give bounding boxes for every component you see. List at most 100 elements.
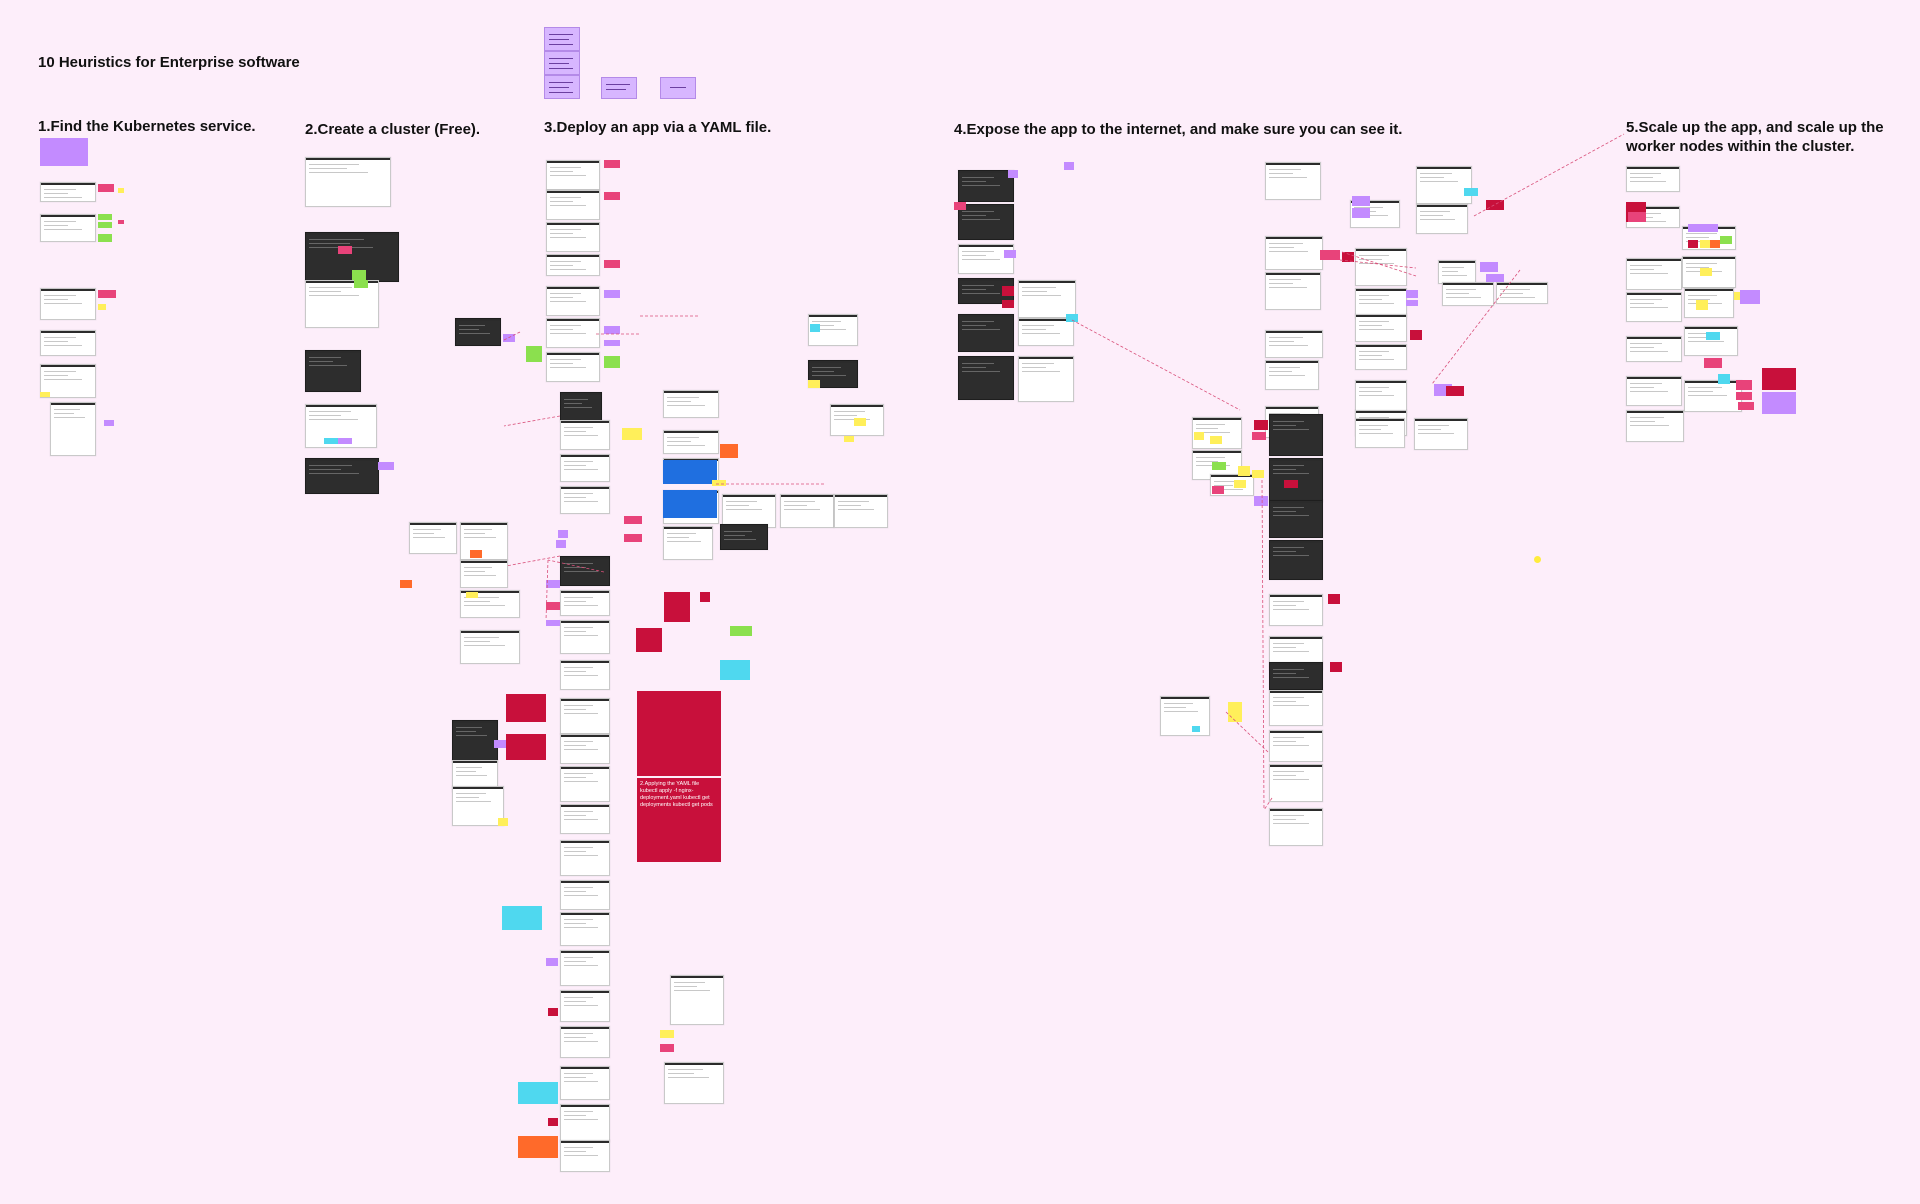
screenshot-thumbnail[interactable] xyxy=(560,1140,610,1172)
screenshot-thumbnail[interactable] xyxy=(560,556,610,586)
sticky-note[interactable] xyxy=(604,290,620,298)
screenshot-thumbnail[interactable] xyxy=(1269,594,1323,626)
sticky-note[interactable] xyxy=(1710,240,1720,248)
sticky-note[interactable] xyxy=(624,516,642,524)
wireframe-note[interactable] xyxy=(544,75,580,99)
sticky-note[interactable] xyxy=(1002,300,1014,308)
sticky-note[interactable] xyxy=(1628,212,1646,222)
screenshot-thumbnail[interactable] xyxy=(455,318,501,346)
screenshot-thumbnail[interactable] xyxy=(40,288,96,320)
screenshot-thumbnail[interactable] xyxy=(560,766,610,802)
sticky-note[interactable] xyxy=(1718,374,1730,384)
sticky-note[interactable] xyxy=(604,326,620,334)
sticky-note[interactable] xyxy=(470,550,482,558)
sticky-note[interactable] xyxy=(844,436,854,442)
sticky-note[interactable] xyxy=(40,138,88,166)
sticky-note[interactable] xyxy=(338,438,352,444)
screenshot-thumbnail[interactable] xyxy=(452,720,498,762)
screenshot-thumbnail[interactable] xyxy=(560,1104,610,1142)
screenshot-thumbnail[interactable] xyxy=(1626,166,1680,192)
screenshot-thumbnail[interactable] xyxy=(663,390,719,418)
screenshot-thumbnail[interactable] xyxy=(40,214,96,242)
screenshot-thumbnail[interactable] xyxy=(1355,418,1405,448)
sticky-note[interactable] xyxy=(730,626,752,636)
screenshot-thumbnail[interactable] xyxy=(546,190,600,220)
sticky-note[interactable] xyxy=(1254,420,1268,430)
sticky-note[interactable] xyxy=(604,260,620,268)
screenshot-thumbnail[interactable] xyxy=(663,526,713,560)
sticky-note[interactable] xyxy=(660,1044,674,1052)
sticky-note[interactable] xyxy=(1352,196,1370,206)
screenshot-thumbnail[interactable] xyxy=(1626,376,1682,406)
sticky-note[interactable] xyxy=(1738,402,1754,410)
screenshot-thumbnail[interactable] xyxy=(1496,282,1548,304)
sticky-note[interactable] xyxy=(1704,358,1722,368)
screenshot-thumbnail[interactable] xyxy=(1269,764,1323,802)
screenshot-thumbnail[interactable] xyxy=(958,170,1014,202)
sticky-note[interactable] xyxy=(1004,250,1016,258)
screenshot-thumbnail[interactable] xyxy=(546,254,600,276)
sticky-note[interactable] xyxy=(1406,290,1418,298)
screenshot-thumbnail[interactable] xyxy=(1438,260,1476,284)
sticky-note[interactable] xyxy=(700,592,710,602)
screenshot-thumbnail[interactable] xyxy=(1355,314,1407,342)
screenshot-thumbnail[interactable] xyxy=(1265,272,1321,310)
screenshot-thumbnail[interactable] xyxy=(1160,696,1210,736)
sticky-note[interactable] xyxy=(1212,486,1224,494)
sticky-note[interactable] xyxy=(1486,274,1504,282)
sticky-note[interactable] xyxy=(1734,292,1744,300)
screenshot-thumbnail[interactable] xyxy=(460,630,520,664)
screenshot-thumbnail[interactable] xyxy=(560,912,610,946)
sticky-note[interactable] xyxy=(604,356,620,364)
screenshot-thumbnail[interactable] xyxy=(1265,330,1323,358)
sticky-note[interactable] xyxy=(518,1136,558,1158)
screenshot-thumbnail[interactable] xyxy=(560,420,610,450)
screenshot-thumbnail[interactable] xyxy=(546,352,600,382)
screenshot-thumbnail[interactable] xyxy=(1265,162,1321,200)
sticky-note[interactable] xyxy=(1284,480,1298,488)
screenshot-thumbnail[interactable] xyxy=(560,486,610,514)
sticky-note[interactable] xyxy=(1228,702,1242,722)
sticky-note[interactable] xyxy=(494,740,506,748)
sticky-note[interactable] xyxy=(1008,170,1018,178)
sticky-note[interactable] xyxy=(604,192,620,200)
screenshot-thumbnail[interactable] xyxy=(1684,288,1734,318)
sticky-note[interactable] xyxy=(40,392,50,397)
sticky-note[interactable] xyxy=(98,304,106,310)
wireframe-note[interactable] xyxy=(544,51,580,75)
sticky-note[interactable] xyxy=(1740,290,1760,304)
sticky-note[interactable] xyxy=(1688,240,1698,248)
screenshot-thumbnail[interactable] xyxy=(722,494,776,528)
screenshot-thumbnail[interactable] xyxy=(460,560,508,588)
sticky-note[interactable] xyxy=(664,592,690,622)
sticky-note[interactable] xyxy=(660,1030,674,1038)
screenshot-thumbnail[interactable] xyxy=(40,182,96,202)
yaml-steps-note[interactable]: 2.Applying the YAML file kubectl apply -… xyxy=(637,778,721,862)
app-screenshot[interactable] xyxy=(663,460,717,484)
screenshot-thumbnail[interactable] xyxy=(1269,690,1323,726)
screenshot-thumbnail[interactable] xyxy=(1355,288,1407,318)
sticky-note[interactable] xyxy=(104,420,114,426)
sticky-note[interactable] xyxy=(1736,380,1752,390)
screenshot-thumbnail[interactable] xyxy=(560,454,610,482)
screenshot-thumbnail[interactable] xyxy=(1269,414,1323,456)
screenshot-thumbnail[interactable] xyxy=(305,280,379,328)
sticky-note[interactable] xyxy=(118,188,124,193)
screenshot-thumbnail[interactable] xyxy=(546,222,600,252)
wireframe-note[interactable] xyxy=(544,27,580,51)
sticky-note[interactable] xyxy=(1696,300,1708,310)
screenshot-thumbnail[interactable] xyxy=(1018,318,1074,346)
sticky-note[interactable] xyxy=(546,620,560,626)
sticky-note[interactable] xyxy=(1192,726,1200,732)
sticky-note[interactable] xyxy=(1254,496,1268,506)
screenshot-thumbnail[interactable] xyxy=(780,494,834,528)
sticky-note[interactable] xyxy=(526,346,542,356)
screenshot-thumbnail[interactable] xyxy=(560,1066,610,1100)
sticky-note[interactable] xyxy=(546,958,558,966)
screenshot-thumbnail[interactable] xyxy=(958,356,1014,400)
sticky-note[interactable] xyxy=(1002,286,1014,296)
screenshot-thumbnail[interactable] xyxy=(460,522,508,560)
screenshot-thumbnail[interactable] xyxy=(560,840,610,876)
sticky-note[interactable] xyxy=(604,160,620,168)
